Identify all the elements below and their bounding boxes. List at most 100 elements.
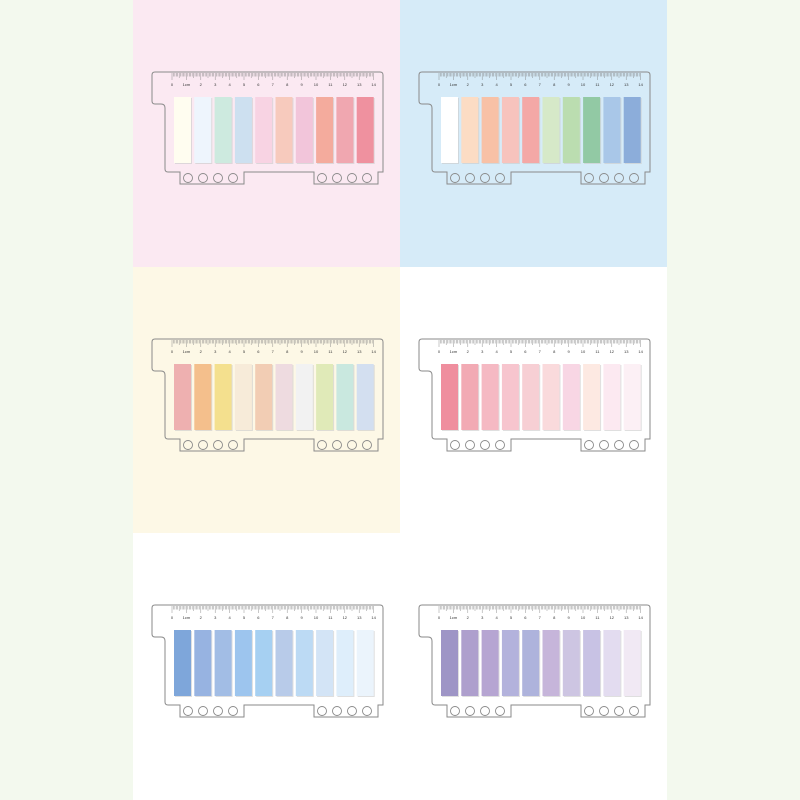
ruler-label: 6	[524, 615, 527, 620]
hanging-loop	[614, 706, 624, 716]
sticky-tab	[295, 97, 313, 163]
ruler-label: 4	[495, 349, 498, 354]
ruler-label: 8	[286, 349, 289, 354]
sticky-tab	[522, 97, 540, 163]
sticky-tab	[295, 364, 313, 430]
panel-blue-gradient: 0 1cm 2 3 4 5 6 7 8 9 10 11 12 13 14	[133, 533, 400, 800]
ruler-label: 14	[371, 82, 376, 87]
hanging-loop	[614, 440, 624, 450]
sticky-tab	[275, 364, 293, 430]
sticky-tab	[522, 364, 540, 430]
ruler-label: 3	[481, 615, 484, 620]
sticky-tab	[336, 364, 354, 430]
ruler-label: 13	[357, 615, 362, 620]
hanging-loop	[347, 706, 357, 716]
hanging-loop	[584, 173, 594, 183]
sticky-tab	[603, 97, 621, 163]
sticky-tab-ruler-card: 0 1cm 2 3 4 5 6 7 8 9 10 11 12 13 14	[151, 604, 384, 718]
sticky-tab	[623, 630, 641, 696]
sticky-tab	[583, 97, 601, 163]
hanging-loop	[495, 440, 505, 450]
sticky-tab	[441, 364, 458, 430]
ruler-label: 14	[638, 349, 643, 354]
ruler-label: 7	[272, 82, 275, 87]
sticky-tab	[542, 97, 560, 163]
ruler-label: 10	[581, 615, 586, 620]
ruler-label: 14	[638, 615, 643, 620]
panel-pastel-mix-pink: 0 1cm 2 3 4 5 6 7 8 9 10 11 12 13 14	[133, 0, 400, 267]
ruler-label: 5	[510, 615, 513, 620]
ruler-label: 3	[481, 82, 484, 87]
ruler-label: 1cm	[450, 82, 458, 87]
ruler-label: 8	[286, 615, 289, 620]
hanging-loop	[332, 706, 342, 716]
ruler-label: 11	[328, 349, 333, 354]
ruler-label: 7	[272, 615, 275, 620]
sticky-tab	[255, 364, 273, 430]
sticky-tab-ruler-card: 0 1cm 2 3 4 5 6 7 8 9 10 11 12 13 14	[151, 338, 384, 452]
hanging-loop	[317, 173, 327, 183]
hanging-loop	[599, 706, 609, 716]
ruler-label: 1cm	[450, 615, 458, 620]
sticky-tab	[194, 364, 212, 430]
hanging-loop	[213, 440, 223, 450]
ruler-label: 0	[438, 615, 441, 620]
hanging-loop	[228, 173, 238, 183]
sticky-tab	[441, 630, 458, 696]
hanging-loop	[480, 706, 490, 716]
sticky-tab	[174, 364, 191, 430]
ruler-label: 3	[481, 349, 484, 354]
sticky-tab	[461, 630, 479, 696]
sticky-tab	[356, 97, 374, 163]
ruler-label: 12	[343, 615, 348, 620]
hanging-loop	[362, 440, 372, 450]
sticky-tab	[174, 97, 191, 163]
sticky-tab	[275, 97, 293, 163]
sticky-tab	[562, 364, 580, 430]
hanging-loop	[614, 173, 624, 183]
hanging-loop	[465, 706, 475, 716]
sticky-tab	[316, 630, 334, 696]
ruler-label: 5	[243, 349, 246, 354]
ruler-label: 5	[510, 349, 513, 354]
sticky-tab	[562, 630, 580, 696]
hanging-loop	[347, 440, 357, 450]
sticky-tab	[336, 97, 354, 163]
hanging-loop	[450, 440, 460, 450]
ruler-label: 13	[357, 349, 362, 354]
hanging-loop	[347, 173, 357, 183]
hanging-loop	[450, 173, 460, 183]
card-outline	[418, 338, 651, 452]
hanging-loop	[228, 440, 238, 450]
ruler-label: 12	[610, 82, 615, 87]
sticky-tab	[542, 630, 560, 696]
ruler-label: 14	[371, 349, 376, 354]
sticky-tab	[194, 97, 212, 163]
ruler-label: 9	[300, 82, 303, 87]
sticky-tab-ruler-card: 0 1cm 2 3 4 5 6 7 8 9 10 11 12 13 14	[418, 338, 651, 452]
ruler-label: 8	[553, 615, 556, 620]
panel-pastel-mix-cream: 0 1cm 2 3 4 5 6 7 8 9 10 11 12 13 14	[133, 267, 400, 533]
ruler-label: 4	[228, 349, 231, 354]
ruler-label: 14	[371, 615, 376, 620]
ruler-label: 12	[610, 615, 615, 620]
ruler-label: 1cm	[450, 349, 458, 354]
sticky-tab	[542, 364, 560, 430]
ruler-label: 11	[328, 82, 333, 87]
ruler-label: 11	[328, 615, 333, 620]
sticky-tab	[603, 364, 621, 430]
hanging-loop	[362, 173, 372, 183]
sticky-tab	[214, 364, 232, 430]
sticky-tab	[583, 364, 601, 430]
sticky-tab	[275, 630, 293, 696]
hanging-loop	[213, 706, 223, 716]
ruler-label: 10	[314, 615, 319, 620]
ruler-label: 11	[595, 349, 600, 354]
ruler-label: 10	[581, 82, 586, 87]
sticky-tab-ruler-card: 0 1cm 2 3 4 5 6 7 8 9 10 11 12 13 14	[151, 71, 384, 185]
hanging-loop	[599, 440, 609, 450]
hanging-loop	[584, 706, 594, 716]
hanging-loop	[629, 173, 639, 183]
ruler-label: 4	[495, 615, 498, 620]
ruler-label: 3	[214, 349, 217, 354]
